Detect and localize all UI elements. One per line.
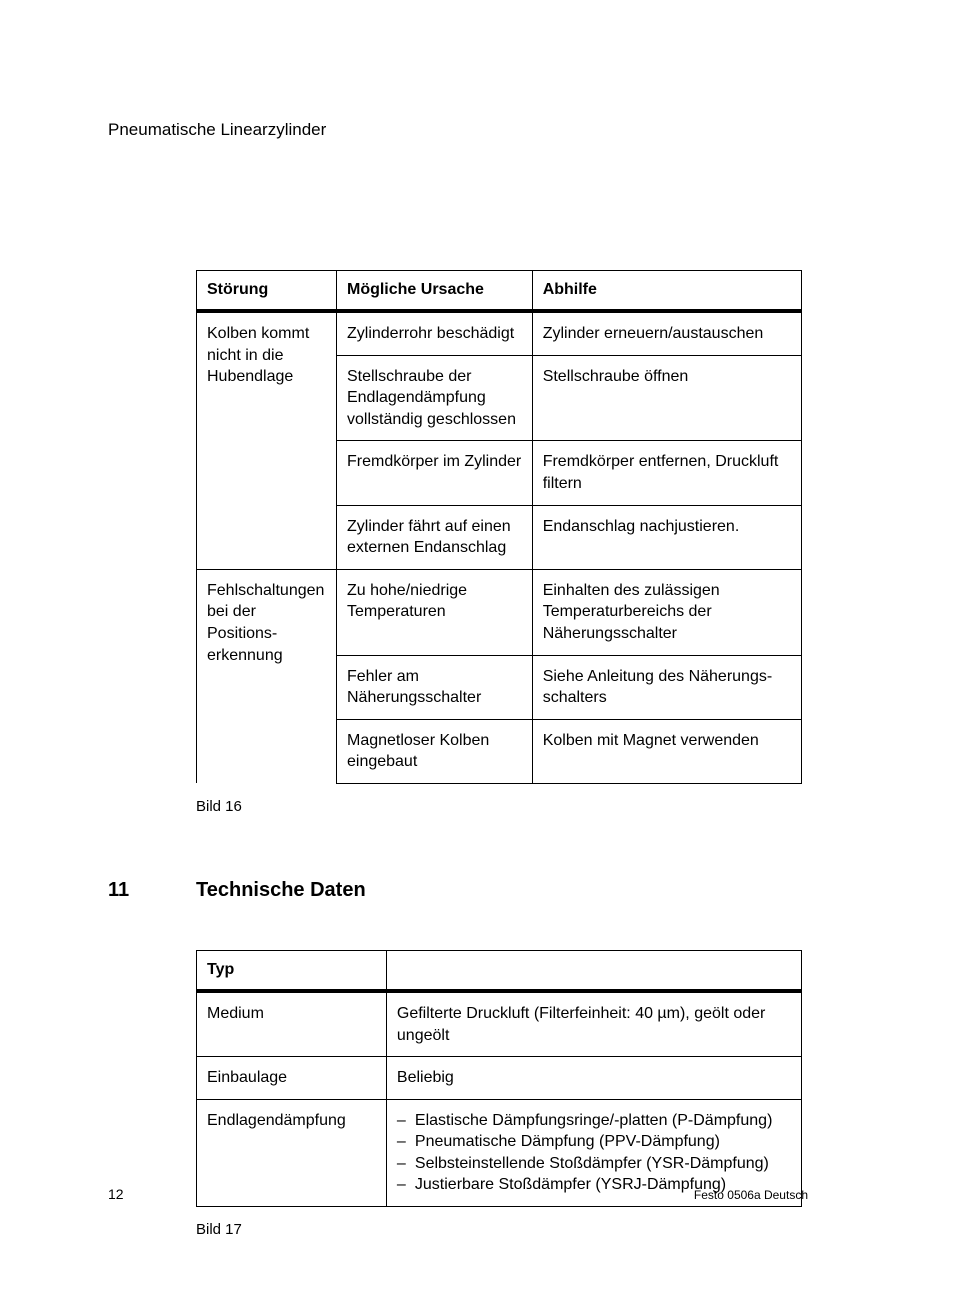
technical-data-table: Typ Medium Gefilterte Druckluft (Filterf… xyxy=(196,950,802,1207)
fault-cell: Kolben kommt nicht in die Hubendlage xyxy=(197,313,337,570)
table-row: Medium Gefilterte Druckluft (Filterfeinh… xyxy=(197,992,802,1056)
t2-header-blank xyxy=(386,950,801,990)
t2-label: Medium xyxy=(197,992,387,1056)
cause-cell: Zylinder fährt auf einen externen Endans… xyxy=(336,505,532,569)
remedy-cell: Siehe Anleitung des Näherungs­schalters xyxy=(532,655,801,719)
table-row: Kolben kommt nicht in die Hubendlage Zyl… xyxy=(197,313,802,356)
list-item: Elastische Dämpfungsringe/-platten (P-Dä… xyxy=(397,1110,791,1132)
fault-cell: Fehlschaltungen bei der Positions­erkenn… xyxy=(197,569,337,783)
table-row: Fehlschaltungen bei der Positions­erkenn… xyxy=(197,569,802,655)
t2-header-type: Typ xyxy=(197,950,387,990)
cause-cell: Fehler am Näherungsschalter xyxy=(336,655,532,719)
cause-cell: Zylinderrohr beschädigt xyxy=(336,313,532,356)
remedy-cell: Einhalten des zulässigen Tempera­turbere… xyxy=(532,569,801,655)
list-item: Selbsteinstellende Stoßdämpfer (YSR-Dämp… xyxy=(397,1153,791,1175)
section-number: 11 xyxy=(108,879,196,902)
t1-header-remedy: Abhilfe xyxy=(532,271,801,311)
remedy-cell: Endanschlag nachjustieren. xyxy=(532,505,801,569)
t2-label: Einbaulage xyxy=(197,1057,387,1100)
troubleshooting-table: Störung Mögliche Ursache Abhilfe Kolben … xyxy=(196,270,802,784)
cause-cell: Magnetloser Kolben eingebaut xyxy=(336,719,532,783)
table2-caption: Bild 17 xyxy=(196,1221,808,1238)
document-header: Pneumatische Linearzylinder xyxy=(108,120,808,140)
cause-cell: Stellschraube der Endlagendämpfung volls… xyxy=(336,355,532,441)
page-number: 12 xyxy=(108,1186,124,1202)
remedy-cell: Kolben mit Magnet verwenden xyxy=(532,719,801,783)
table1-caption: Bild 16 xyxy=(196,798,808,815)
t1-header-cause: Mögliche Ursache xyxy=(336,271,532,311)
remedy-cell: Fremdkörper entfernen, Druckluft filtern xyxy=(532,441,801,505)
remedy-cell: Zylinder erneuern/austauschen xyxy=(532,313,801,356)
t1-header-fault: Störung xyxy=(197,271,337,311)
list-item: Pneumatische Dämpfung (PPV-Dämpfung) xyxy=(397,1131,791,1153)
section-title: Technische Daten xyxy=(196,879,366,902)
cause-cell: Fremdkörper im Zylinder xyxy=(336,441,532,505)
cause-cell: Zu hohe/niedrige Temperaturen xyxy=(336,569,532,655)
remedy-cell: Stellschraube öffnen xyxy=(532,355,801,441)
t2-value: Beliebig xyxy=(386,1057,801,1100)
t2-value: Gefilterte Druckluft (Filterfeinheit: 40… xyxy=(386,992,801,1056)
table-row: Einbaulage Beliebig xyxy=(197,1057,802,1100)
footer-text: Festo 0506a Deutsch xyxy=(694,1188,808,1202)
